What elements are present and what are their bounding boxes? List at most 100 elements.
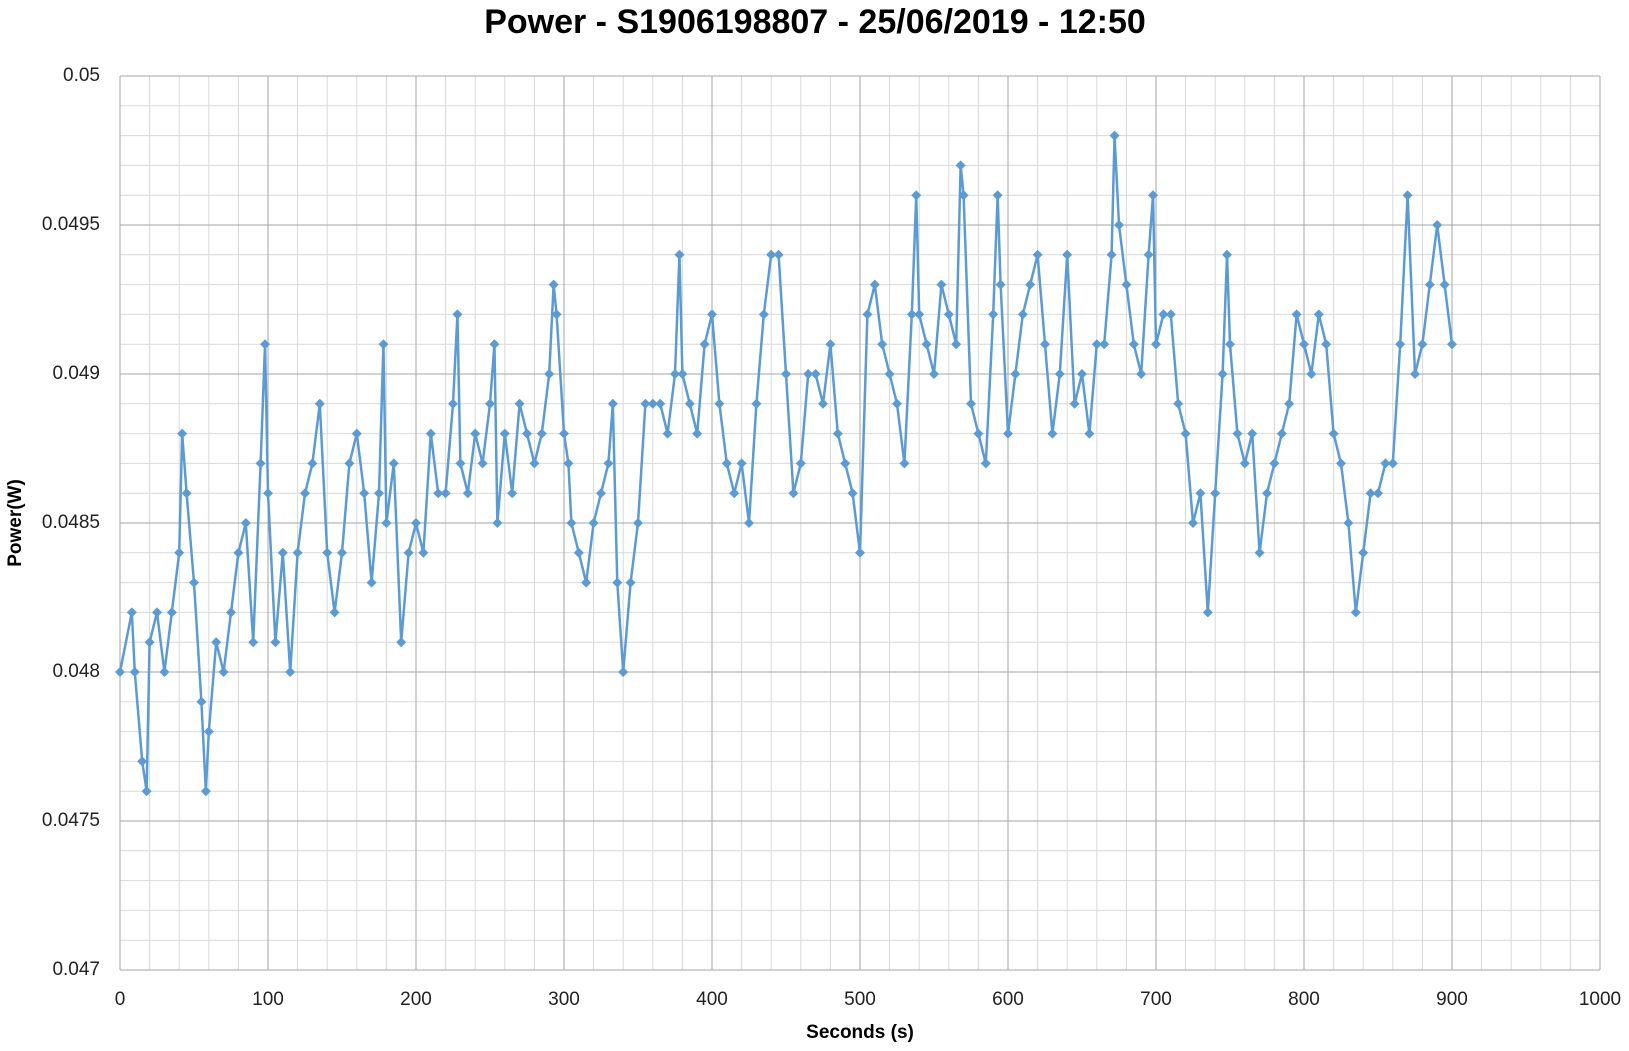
data-marker: [440, 488, 451, 499]
data-marker: [1306, 369, 1317, 379]
data-marker: [1106, 249, 1117, 260]
data-marker: [129, 667, 140, 677]
data-marker: [1336, 458, 1346, 469]
data-marker: [425, 428, 436, 439]
data-marker: [137, 756, 148, 767]
data-marker: [1424, 279, 1435, 290]
data-marker: [729, 488, 740, 499]
data-marker: [810, 369, 821, 379]
data-marker: [607, 398, 618, 409]
data-marker: [1099, 339, 1110, 350]
data-marker: [1225, 339, 1235, 350]
data-marker: [573, 547, 584, 558]
x-tick-label: 900: [1436, 989, 1468, 1010]
data-marker: [1291, 309, 1302, 320]
data-marker: [699, 339, 710, 350]
data-marker: [536, 428, 547, 439]
data-marker: [477, 458, 488, 469]
data-marker: [869, 279, 880, 290]
data-marker: [181, 488, 192, 499]
data-marker: [452, 309, 463, 320]
data-marker: [862, 309, 873, 320]
data-marker: [344, 458, 355, 469]
data-marker: [1025, 279, 1036, 290]
data-marker: [936, 279, 947, 290]
data-marker: [277, 547, 288, 558]
data-marker: [788, 488, 799, 499]
data-marker: [988, 309, 999, 320]
y-tick-label: 0.049: [52, 363, 100, 384]
y-axis-title: Power(W): [5, 479, 26, 567]
data-marker: [462, 488, 473, 499]
data-marker: [603, 458, 614, 469]
data-marker: [411, 518, 421, 528]
data-marker: [647, 398, 658, 409]
data-marker: [892, 398, 902, 409]
data-marker: [522, 428, 532, 439]
data-marker: [1328, 428, 1339, 439]
data-marker: [329, 607, 340, 618]
data-marker: [1239, 458, 1250, 469]
data-marker: [840, 458, 851, 469]
data-marker: [285, 667, 296, 677]
data-marker: [196, 696, 207, 707]
y-tick-label: 0.0485: [42, 512, 100, 533]
data-marker: [1276, 428, 1287, 439]
data-marker: [1040, 339, 1050, 350]
data-marker: [1188, 518, 1198, 528]
data-marker: [1373, 488, 1383, 499]
data-marker: [359, 488, 370, 499]
data-marker: [507, 488, 518, 499]
data-marker: [566, 518, 577, 528]
data-marker: [551, 309, 562, 320]
data-marker: [240, 518, 251, 528]
data-marker: [174, 547, 185, 558]
data-marker: [581, 577, 592, 588]
data-marker: [260, 339, 271, 350]
data-marker: [911, 190, 922, 201]
data-marker: [1128, 339, 1139, 350]
data-marker: [226, 607, 236, 618]
data-marker: [803, 369, 814, 379]
y-tick-label: 0.048: [52, 661, 100, 682]
data-marker: [640, 398, 651, 409]
data-marker: [485, 398, 495, 409]
data-marker: [899, 458, 910, 469]
data-marker: [1210, 488, 1221, 499]
data-marker: [1343, 518, 1354, 528]
data-marker: [374, 488, 384, 499]
data-marker: [1003, 428, 1013, 439]
data-marker: [781, 369, 791, 379]
data-marker: [736, 458, 747, 469]
x-tick-label: 0: [115, 989, 126, 1010]
data-marker: [381, 518, 392, 528]
data-marker: [677, 369, 688, 379]
data-marker: [351, 428, 362, 439]
data-marker: [1365, 488, 1376, 499]
data-marker: [1254, 547, 1265, 558]
data-marker: [1380, 458, 1391, 469]
data-marker: [1262, 488, 1272, 499]
data-marker: [1313, 309, 1324, 320]
data-marker: [1158, 309, 1169, 320]
data-marker: [1084, 428, 1095, 439]
data-marker: [233, 547, 244, 558]
data-marker: [1321, 339, 1332, 350]
data-marker: [270, 637, 281, 648]
data-marker: [795, 458, 806, 469]
data-marker: [263, 488, 273, 499]
data-marker: [1417, 339, 1428, 350]
data-marker: [255, 458, 266, 469]
data-marker: [307, 458, 318, 469]
data-marker: [177, 428, 188, 439]
data-marker: [980, 458, 991, 469]
x-axis-title: Seconds (s): [806, 1022, 914, 1043]
x-tick-label: 300: [548, 989, 580, 1010]
data-marker: [314, 398, 325, 409]
data-marker: [877, 339, 888, 350]
y-tick-label: 0.0475: [42, 810, 100, 831]
data-marker: [588, 518, 599, 528]
data-marker: [1439, 279, 1450, 290]
data-marker: [470, 428, 481, 439]
data-marker: [292, 547, 303, 558]
